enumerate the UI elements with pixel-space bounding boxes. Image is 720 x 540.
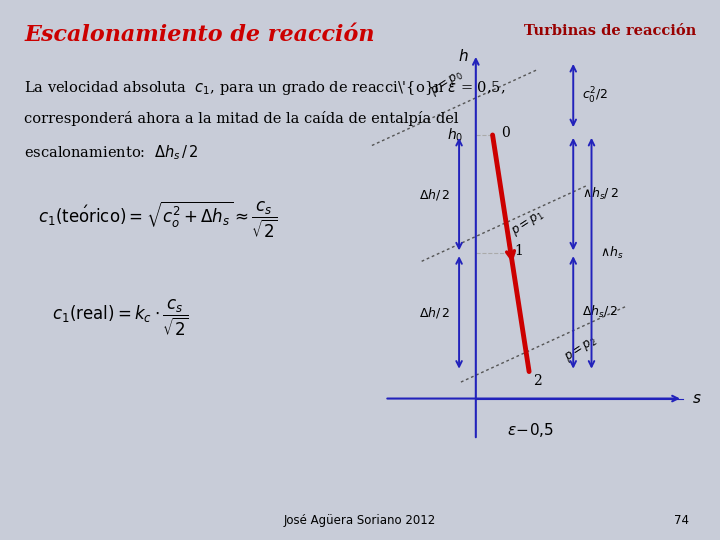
Text: $h$: $h$ — [458, 48, 469, 64]
Text: 2: 2 — [533, 374, 541, 388]
Text: $c_1(\mathrm{real}) = k_c \cdot \dfrac{c_s}{\sqrt{2}}$: $c_1(\mathrm{real}) = k_c \cdot \dfrac{c… — [52, 298, 189, 339]
Text: $\Delta h_s/\,2$: $\Delta h_s/\,2$ — [582, 305, 618, 320]
Text: $c_1(\mathrm{te\acute{o}rico}) = \sqrt{c_o^2 + \Delta h_s} \approx \dfrac{c_s}{\: $c_1(\mathrm{te\acute{o}rico}) = \sqrt{c… — [38, 199, 278, 240]
Text: $\Delta h/\,2$: $\Delta h/\,2$ — [419, 187, 451, 201]
Text: Turbinas de reacción: Turbinas de reacción — [523, 24, 696, 38]
Text: $p=p_0$: $p=p_0$ — [428, 68, 466, 99]
Text: 1: 1 — [514, 244, 523, 258]
Text: $p=p_2$: $p=p_2$ — [563, 334, 600, 365]
Text: $\wedge h_s/\,2$: $\wedge h_s/\,2$ — [582, 186, 618, 202]
Text: 0: 0 — [501, 125, 510, 139]
Text: $s$: $s$ — [693, 392, 702, 406]
Text: $\wedge h_s$: $\wedge h_s$ — [600, 245, 624, 261]
Text: $p=p_1$: $p=p_1$ — [510, 208, 547, 239]
Text: 74: 74 — [674, 514, 689, 527]
Text: $h_0$: $h_0$ — [447, 126, 463, 144]
Text: corresponderá ahora a la mitad de la caída de entalpía del: corresponderá ahora a la mitad de la caí… — [24, 111, 459, 126]
Text: $\varepsilon\!-\!0{,}5$: $\varepsilon\!-\!0{,}5$ — [507, 421, 554, 438]
Text: José Agüera Soriano 2012: José Agüera Soriano 2012 — [284, 514, 436, 527]
Text: $c_0^2/2$: $c_0^2/2$ — [582, 85, 608, 106]
Text: $\Delta h/\,2$: $\Delta h/\,2$ — [419, 305, 451, 320]
Text: La velocidad absoluta  $c_1$, para un grado de reacci\'{o}n $\varepsilon$ = 0,5,: La velocidad absoluta $c_1$, para un gra… — [24, 79, 505, 97]
Text: Escalonamiento de reacción: Escalonamiento de reacción — [24, 24, 374, 46]
Text: escalonamiento:  $\Delta h_s\,/\,2$: escalonamiento: $\Delta h_s\,/\,2$ — [24, 143, 199, 161]
